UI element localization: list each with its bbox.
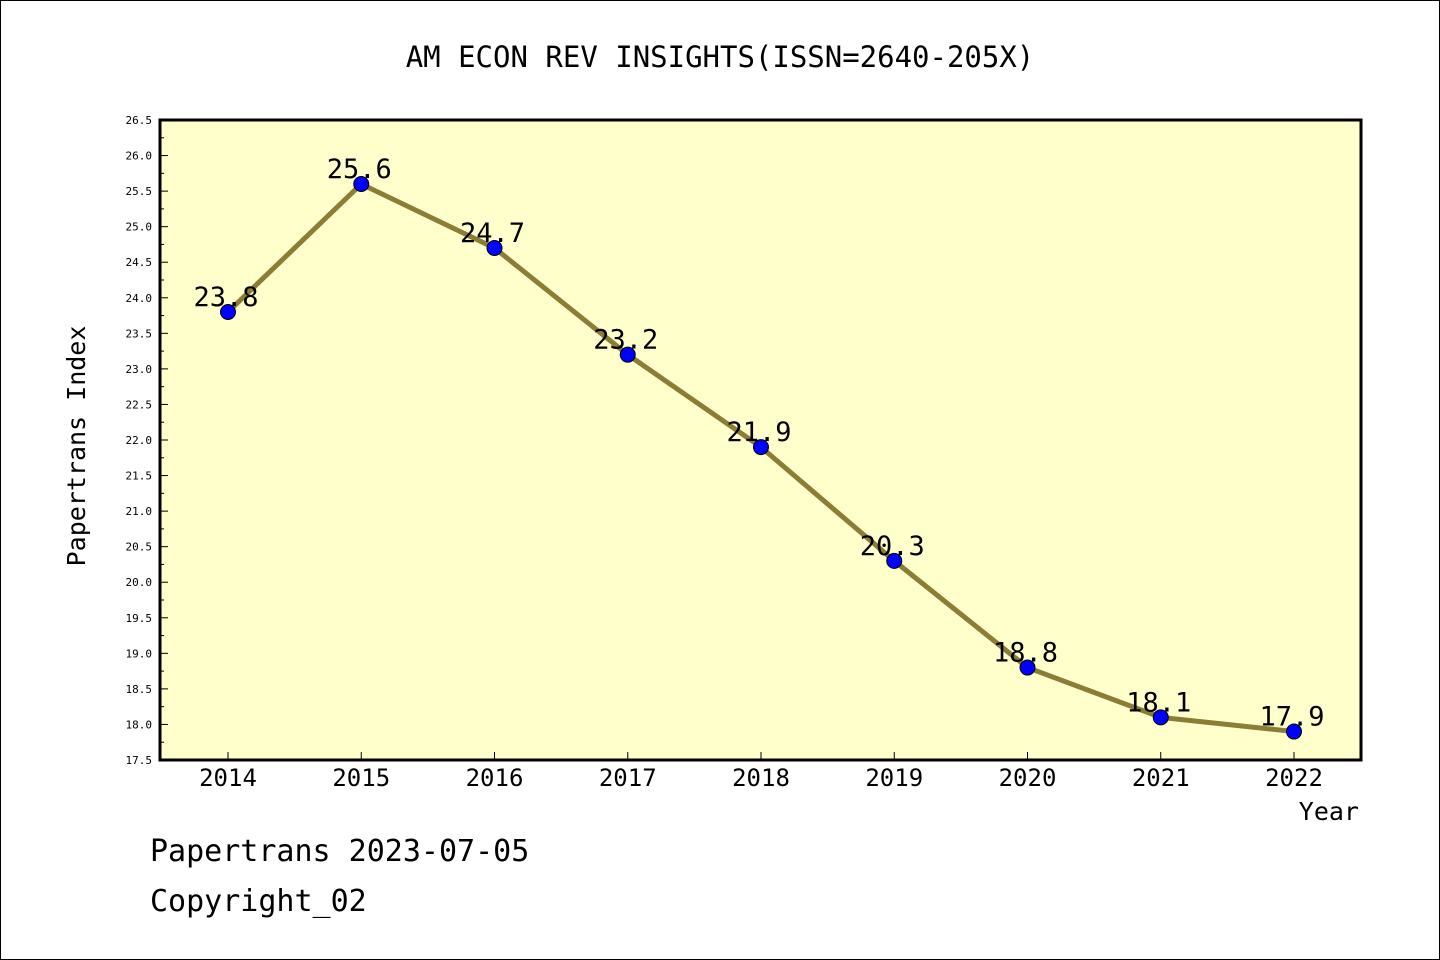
- x-tick-label: 2016: [466, 764, 524, 792]
- data-point: [619, 346, 636, 363]
- data-label: 17.9: [1259, 702, 1324, 733]
- x-axis: 2014 2015 2016 2017 2018 2019 2020 2021 2022: [199, 752, 1323, 792]
- data-point: [886, 552, 903, 569]
- data-label: 23.2: [593, 325, 658, 356]
- x-tick-label: 2014: [199, 764, 257, 792]
- y-tick-label: 24.0: [126, 292, 153, 305]
- y-axis: 17.5 18.0 18.5 19.0 19.5 20.0 20.5 21.0 21.5 22.0…: [126, 114, 168, 767]
- x-tick-label: 2015: [332, 764, 390, 792]
- data-point: [220, 304, 236, 320]
- y-tick-label: 26.0: [126, 150, 153, 163]
- y-tick-label: 24.5: [126, 256, 153, 269]
- y-tick-label: 23.5: [126, 327, 153, 340]
- y-tick-label: 20.5: [126, 541, 153, 554]
- x-tick-label: 2018: [732, 764, 790, 792]
- plot-border: [158, 118, 1363, 762]
- data-label: 25.6: [327, 154, 392, 185]
- series: 23.8 25.6 24.7 23.2 21.9 20.3 18.8 18.1 17.9: [193, 154, 1325, 740]
- y-tick-label: 22.5: [126, 398, 153, 411]
- y-tick-label: 19.5: [126, 612, 153, 625]
- data-point: [1019, 659, 1036, 676]
- data-point: [486, 240, 503, 256]
- footer-date: Papertrans 2023-07-05: [150, 834, 530, 869]
- y-tick-label: 17.5: [126, 754, 153, 767]
- y-tick-label: 25.0: [126, 221, 153, 234]
- data-label: 23.8: [193, 282, 258, 313]
- y-axis-label: Papertrans Index: [62, 326, 91, 567]
- y-tick-label: 21.5: [126, 470, 153, 483]
- chart-title: AM ECON REV INSIGHTS(ISSN=2640-205X): [406, 40, 1035, 74]
- data-label: 18.1: [1126, 687, 1191, 718]
- data-label: 21.9: [726, 417, 791, 448]
- y-tick-label: 23.0: [126, 363, 153, 376]
- x-tick-label: 2017: [599, 764, 657, 792]
- y-tick-label: 19.0: [126, 647, 153, 660]
- x-tick-label: 2019: [865, 764, 923, 792]
- data-point: [753, 439, 769, 456]
- y-tick-label: 21.0: [126, 505, 153, 518]
- data-point: [1152, 709, 1169, 726]
- footer-copyright: Copyright_02: [150, 884, 367, 919]
- y-tick-label: 18.0: [126, 718, 153, 731]
- data-label: 20.3: [860, 531, 925, 562]
- y-tick-label: 20.0: [126, 576, 153, 589]
- data-label: 24.7: [460, 218, 525, 249]
- y-tick-label: 22.0: [126, 434, 153, 447]
- y-tick-label: 26.5: [126, 114, 153, 127]
- x-tick-label: 2022: [1265, 764, 1323, 792]
- y-tick-label: 18.5: [126, 683, 153, 696]
- x-axis-label: Year: [1299, 797, 1359, 826]
- x-tick-label: 2021: [1132, 764, 1190, 792]
- y-tick-label: 25.5: [126, 185, 153, 198]
- data-point: [1286, 723, 1302, 740]
- x-tick-label: 2020: [999, 764, 1057, 792]
- data-point: [353, 176, 370, 192]
- data-label: 18.8: [993, 638, 1058, 669]
